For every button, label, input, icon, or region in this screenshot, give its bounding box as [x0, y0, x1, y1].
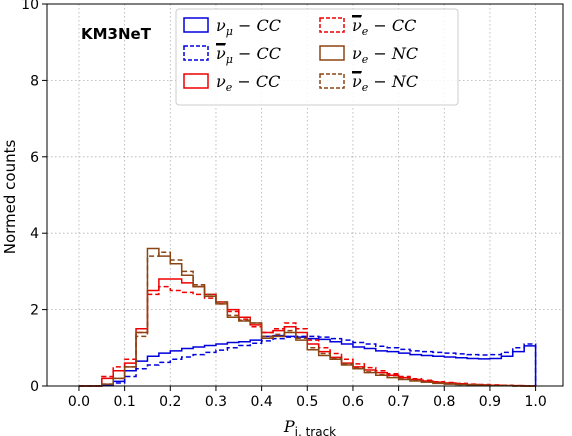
legend-label-5: νe − NC	[352, 72, 418, 94]
x-tick-label: 0.0	[68, 394, 90, 410]
x-axis-label-sub: i, track	[295, 425, 337, 436]
legend-label-3: νe − CC	[352, 16, 416, 38]
legend-label-4: νe − NC	[352, 44, 418, 66]
series-line-0	[78, 334, 537, 387]
x-tick-label: 0.6	[342, 394, 364, 410]
legend-label-2: νe − CC	[216, 72, 280, 94]
y-tick-label: 6	[30, 150, 39, 166]
legend-handle-0	[183, 17, 209, 33]
legend: νμ − CC νμ − CC νe − CC νe − CC νe − NC νe − …	[175, 8, 459, 106]
y-tick-label: 0	[30, 379, 39, 395]
legend-handle-3	[319, 17, 345, 33]
x-tick-label: 0.9	[479, 394, 501, 410]
axes: 0.0 0.1 0.2 0.3 0.4 0.5 0.6 0.7 0.8 0.9 1.0 0 2 4 6 8 10	[21, 0, 547, 410]
km3net-annotation: KM3NeT	[81, 25, 152, 43]
x-tick-label: 1.0	[524, 394, 546, 410]
y-tick-label: 4	[30, 226, 39, 242]
legend-handle-4	[319, 45, 345, 61]
x-tick-label: 0.3	[205, 394, 227, 410]
y-axis-label: Normed counts	[1, 140, 19, 255]
x-tick-label: 0.1	[113, 394, 135, 410]
x-tick-label: 0.7	[387, 394, 409, 410]
legend-handle-1	[183, 45, 209, 61]
y-tick-label: 2	[30, 303, 39, 319]
x-tick-label: 0.5	[296, 394, 318, 410]
series-layer	[78, 247, 537, 387]
x-axis-label-main: P	[283, 417, 295, 436]
series-line-1	[78, 335, 537, 387]
x-tick-label: 0.2	[159, 394, 181, 410]
x-axis-label: Pi, track	[283, 417, 336, 436]
y-tick-label: 10	[21, 0, 39, 13]
x-tick-label: 0.4	[250, 394, 272, 410]
series-line-5	[78, 251, 536, 387]
legend-label-1: νμ − CC	[216, 44, 281, 66]
legend-box	[175, 8, 459, 106]
legend-handle-5	[319, 73, 345, 89]
plot-frame	[46, 3, 564, 387]
y-tick-label: 8	[30, 73, 39, 89]
legend-handle-2	[183, 73, 209, 89]
legend-label-0: νμ − CC	[216, 16, 281, 38]
x-tick-label: 0.8	[433, 394, 455, 410]
